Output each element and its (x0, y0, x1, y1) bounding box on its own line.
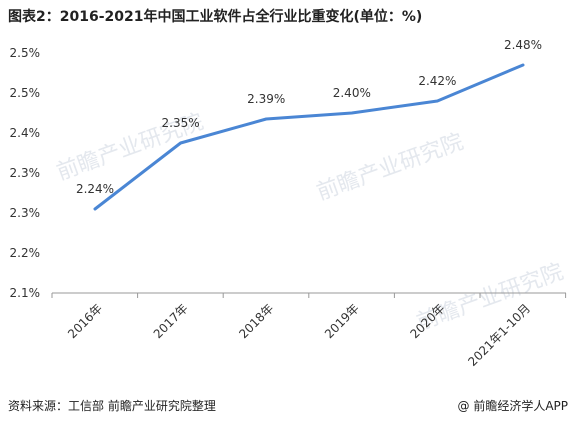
watermark-2: 前瞻产业研究院 (314, 129, 467, 205)
y-tick-label: 2.2% (10, 246, 41, 260)
y-tick-label: 2.3% (10, 166, 41, 180)
y-tick-label: 2.5% (10, 46, 41, 60)
y-tick-label: 2.3% (10, 206, 41, 220)
brand-name: 前瞻经济学人APP (473, 399, 568, 413)
x-tick-label: 2016年 (65, 301, 105, 341)
data-label: 2.42% (418, 74, 456, 88)
y-axis-ticks: 2.1% 2.2% 2.3% 2.3% 2.4% 2.5% 2.5% (10, 46, 41, 300)
y-tick-label: 2.1% (10, 286, 41, 300)
x-tick-label: 2017年 (151, 301, 191, 341)
data-label: 2.48% (504, 38, 542, 52)
data-labels: 2.24% 2.35% 2.39% 2.40% 2.42% 2.48% (76, 38, 542, 196)
chart-title: 图表2：2016-2021年中国工业软件占全行业比重变化(单位：%) (8, 9, 423, 25)
data-label: 2.35% (162, 116, 200, 130)
y-tick-label: 2.5% (10, 86, 41, 100)
x-tick-label: 2019年 (322, 301, 362, 341)
brand: @ 前瞻经济学人APP (457, 397, 568, 414)
data-label: 2.40% (333, 86, 371, 100)
watermark-3: 前瞻产业研究院 (414, 259, 567, 335)
data-label: 2.24% (76, 182, 114, 196)
source-note: 资料来源：工信部 前瞻产业研究院整理 (8, 399, 216, 413)
x-tick-label: 2018年 (236, 301, 276, 341)
data-label: 2.39% (247, 92, 285, 106)
series-line-group (93, 63, 525, 211)
y-tick-label: 2.4% (10, 126, 41, 140)
brand-logo-icon: @ (457, 399, 470, 413)
series-line (93, 63, 525, 211)
